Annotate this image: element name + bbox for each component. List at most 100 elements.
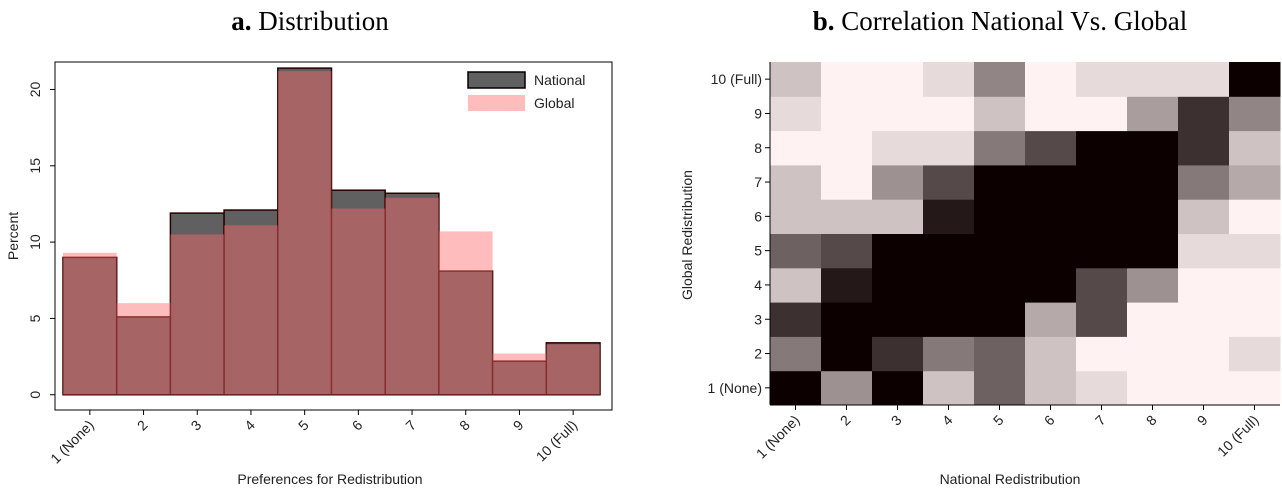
y-tick-label: 15 — [27, 158, 43, 174]
heat-cell — [770, 336, 822, 372]
heat-cell — [1076, 164, 1128, 200]
heat-cell — [1076, 370, 1128, 406]
y-tick-label: 5 — [754, 243, 762, 259]
heat-cell — [974, 370, 1026, 406]
heat-cell — [821, 199, 873, 234]
panel-letter: b. — [813, 6, 835, 36]
y-axis-label: Global Redistribution — [679, 170, 695, 300]
y-tick-label: 6 — [754, 208, 762, 224]
x-tick-label: 5 — [990, 412, 1007, 429]
y-tick-label: 2 — [754, 346, 762, 362]
heat-cell — [770, 130, 822, 166]
x-tick-label: 5 — [295, 417, 312, 434]
heat-cell — [974, 336, 1026, 372]
heat-cell — [770, 62, 822, 97]
heat-cell — [1076, 130, 1128, 166]
bar — [170, 234, 225, 395]
heat-cell — [1178, 199, 1230, 234]
heat-cell — [974, 199, 1026, 234]
heat-cell — [1127, 267, 1179, 303]
heat-cell — [821, 96, 873, 132]
heat-cell — [923, 164, 975, 200]
heat-cell — [872, 233, 924, 269]
y-tick-label: 3 — [754, 311, 762, 327]
bar — [277, 67, 333, 396]
y-tick-label: 9 — [754, 105, 762, 121]
heat-cell — [923, 62, 975, 97]
y-tick-label: 20 — [27, 81, 43, 97]
x-axis-label: National Redistribution — [940, 471, 1081, 487]
heat-cell — [1025, 233, 1077, 269]
x-tick-label: 9 — [1194, 412, 1211, 429]
panel-letter: a. — [231, 6, 251, 36]
heat-cell — [821, 164, 873, 200]
x-tick-label: 8 — [456, 417, 473, 434]
bar — [63, 252, 117, 395]
x-tick-label: 4 — [939, 412, 956, 429]
heat-cell — [974, 302, 1026, 337]
bar — [62, 256, 118, 396]
heat-cell — [923, 370, 975, 406]
heat-cell — [923, 130, 975, 166]
heat-cell — [1076, 199, 1128, 234]
heat-cell — [1178, 336, 1230, 372]
x-tick-label: 4 — [241, 417, 258, 434]
x-tick-label: 3 — [188, 417, 205, 434]
heat-cell — [821, 370, 873, 406]
heat-cell — [974, 164, 1026, 200]
heat-cell — [1127, 96, 1179, 132]
x-tick-label: 10 (Full) — [533, 417, 581, 465]
heat-cell — [974, 130, 1026, 166]
heat-cell — [821, 302, 873, 337]
x-tick-label: 9 — [510, 417, 527, 434]
bar — [384, 192, 440, 396]
heat-cell — [872, 336, 924, 372]
heat-cell — [872, 302, 924, 337]
bar — [438, 270, 494, 396]
bar — [491, 360, 548, 396]
heat-cell — [770, 302, 822, 337]
y-tick-label: 4 — [754, 277, 762, 293]
heat-cell — [1178, 267, 1230, 303]
panel-title: a. Distribution — [231, 6, 389, 36]
heat-cell — [1076, 302, 1128, 337]
x-tick-label: 6 — [1041, 412, 1058, 429]
x-tick-label: 3 — [888, 412, 905, 429]
heat-cell — [1127, 233, 1179, 269]
y-tick-label: 7 — [754, 174, 762, 190]
heat-cell — [872, 164, 924, 200]
heat-cell — [1178, 130, 1230, 166]
y-tick-label: 5 — [27, 314, 43, 322]
heat-cell — [1229, 302, 1281, 337]
heat-cell — [821, 336, 873, 372]
heat-cell — [1127, 164, 1179, 200]
heat-cell — [1127, 199, 1179, 234]
x-tick-label: 2 — [134, 417, 151, 434]
heat-cell — [872, 96, 924, 132]
heat-cell — [1025, 96, 1077, 132]
heat-cell — [923, 199, 975, 234]
bar — [438, 231, 493, 395]
heat-cell — [770, 233, 822, 269]
title-text: Correlation National Vs. Global — [841, 6, 1187, 36]
heat-cell — [872, 199, 924, 234]
heat-cell — [1229, 370, 1281, 406]
heat-cell — [872, 370, 924, 406]
heat-cell — [770, 370, 822, 406]
title-space — [835, 6, 842, 36]
bar — [546, 344, 600, 395]
legend-swatch — [468, 95, 525, 111]
heat-cell — [1127, 336, 1179, 372]
bar — [277, 71, 332, 395]
heat-cell — [1229, 164, 1281, 200]
heat-cell — [821, 62, 873, 97]
heat-cell — [923, 233, 975, 269]
legend-label: Global — [534, 95, 574, 111]
heat-cell — [1076, 233, 1128, 269]
heat-cell — [1178, 233, 1230, 269]
heat-cell — [1127, 62, 1179, 97]
heat-cell — [770, 164, 822, 200]
heat-cell — [1025, 370, 1077, 406]
heat-cell — [1127, 302, 1179, 337]
